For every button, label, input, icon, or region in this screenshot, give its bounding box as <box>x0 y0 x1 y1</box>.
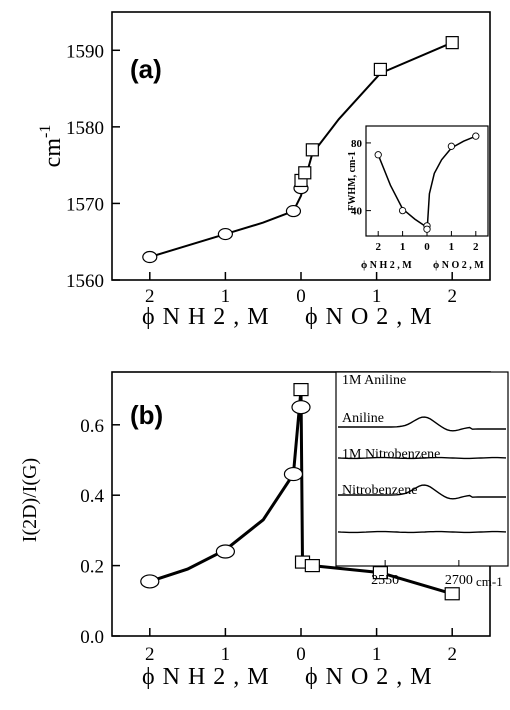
b-square-marker <box>444 587 460 601</box>
inset-b-x-axis: 2550 2700 <box>371 560 473 588</box>
a-circle-marker <box>217 227 233 241</box>
inset-a-x-axis: 2 1 0 1 2 <box>375 231 479 253</box>
ib-spectrum-line <box>337 456 507 460</box>
panel-a: (a) cm-1 1560 1570 1580 1590 2 1 0 1 2 ϕ N H 2 … <box>37 11 491 330</box>
inset-b-xlabel: cm-1 <box>476 574 503 589</box>
a-ytick-label: 1560 <box>66 271 104 292</box>
ia-point <box>423 225 431 233</box>
a-square-marker <box>445 36 459 50</box>
panel-a-label: (a) <box>130 54 162 84</box>
ia-xtick-label: 1 <box>449 241 455 253</box>
a-xtick-label: 2 <box>145 286 155 307</box>
inset-b-frame <box>335 371 509 567</box>
ia-xtick-label: 1 <box>400 241 406 253</box>
panel-a-xlabel-left: ϕ N H 2 , M <box>142 304 270 330</box>
inset-a-xlabel-right: ϕ N O 2 , M <box>433 260 484 271</box>
a-square-marker <box>305 143 319 157</box>
panel-b-x-axis: 2 1 0 1 2 <box>145 628 457 665</box>
inset-a-markers <box>374 132 480 233</box>
panel-b: (b) I(2D)/I(G) 0.0 0.2 0.4 0.6 2 1 0 1 2 ϕ N H … <box>19 371 509 690</box>
a-ytick-label: 1570 <box>66 194 104 215</box>
panel-b-xlabel-right: ϕ N O 2 , M <box>305 664 433 690</box>
ia-point <box>374 151 382 159</box>
b-square-marker <box>293 383 309 397</box>
panel-a-y-axis: 1560 1570 1580 1590 <box>66 41 120 292</box>
ib-spectrum-label: Nitrobenzene <box>342 483 417 498</box>
ib-xtick-label: 2550 <box>371 573 399 588</box>
ia-ytick-label: 40 <box>351 206 363 218</box>
a-xtick-label: 1 <box>221 286 231 307</box>
panel-a-inset: FWHM, cm-1 40 80 2 1 0 1 2 ϕ N H 2 , M ϕ N O … <box>347 125 489 271</box>
b-ellipse-marker <box>140 574 160 589</box>
ib-spectrum-line <box>338 416 506 432</box>
b-ellipse-marker <box>291 400 311 415</box>
b-ytick-label: 0.2 <box>80 557 104 578</box>
panel-b-y-axis: 0.0 0.2 0.4 0.6 <box>80 416 120 648</box>
ib-spectrum-label: 1M Nitrobenzene <box>342 447 440 462</box>
inset-a-ylabel: FWHM, cm-1 <box>347 151 358 210</box>
ib-spectrum-line <box>338 484 506 500</box>
ib-spectrum-label: Aniline <box>342 411 384 426</box>
panel-a-ylabel: cm-1 <box>37 125 66 168</box>
a-ytick-label: 1590 <box>66 41 104 62</box>
a-square-marker <box>373 62 387 77</box>
b-xtick-label: 0 <box>296 644 306 665</box>
panel-a-xlabel-right: ϕ N O 2 , M <box>305 304 433 330</box>
ib-spectrum-label: 1M Aniline <box>342 373 406 388</box>
a-ytick-label: 1580 <box>66 118 104 139</box>
panel-b-inset: 1M Aniline Aniline 1M Nitrobenzene Nitroben… <box>335 371 509 589</box>
b-ellipse-marker <box>283 466 304 482</box>
panel-b-label: (b) <box>130 400 163 430</box>
inset-a-frame <box>365 125 489 237</box>
b-ytick-label: 0.0 <box>80 627 104 648</box>
a-circle-marker <box>285 204 302 218</box>
panel-a-x-axis: 2 1 0 1 2 <box>145 272 457 307</box>
a-circle-marker <box>142 250 158 264</box>
a-square-marker <box>298 166 312 180</box>
b-xtick-label: 2 <box>145 644 155 665</box>
panel-b-markers <box>140 383 460 601</box>
ia-point <box>472 132 480 140</box>
a-xtick-label: 2 <box>447 286 457 307</box>
b-ellipse-marker <box>215 544 235 559</box>
ia-ytick-label: 80 <box>351 138 363 150</box>
inset-b-spectra: 1M Aniline Aniline 1M Nitrobenzene Nitroben… <box>337 373 507 534</box>
b-xtick-label: 2 <box>447 644 457 665</box>
b-ytick-label: 0.6 <box>80 416 104 437</box>
ia-xtick-label: 0 <box>424 241 430 253</box>
ib-spectrum-line <box>337 530 507 534</box>
b-ytick-label: 0.4 <box>80 486 104 507</box>
inset-a-y-axis: 40 80 <box>351 138 371 218</box>
panel-b-xlabel-left: ϕ N H 2 , M <box>142 664 270 690</box>
panel-b-ylabel: I(2D)/I(G) <box>19 458 41 542</box>
inset-a-fit-right <box>426 135 477 225</box>
b-square-marker <box>304 558 320 573</box>
ia-point <box>398 206 407 215</box>
a-xtick-label: 0 <box>296 286 306 307</box>
b-square-marker <box>372 566 388 580</box>
ia-xtick-label: 2 <box>375 241 381 253</box>
ib-xtick-label: 2700 <box>445 573 473 588</box>
b-xtick-label: 1 <box>221 644 231 665</box>
inset-a-xlabel-left: ϕ N H 2 , M <box>361 260 412 271</box>
ia-point <box>447 142 456 150</box>
panel-b-fit-curve <box>149 389 453 596</box>
b-xtick-label: 1 <box>372 644 382 665</box>
panel-a-markers <box>142 36 459 264</box>
a-xtick-label: 1 <box>372 286 382 307</box>
ia-xtick-label: 2 <box>473 241 479 253</box>
